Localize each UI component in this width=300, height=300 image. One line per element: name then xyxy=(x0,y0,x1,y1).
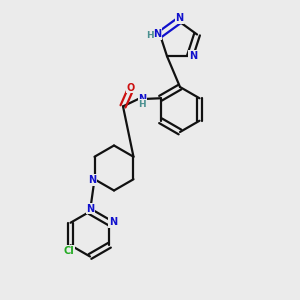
Text: N: N xyxy=(154,29,162,39)
Text: N: N xyxy=(109,217,117,227)
Text: N: N xyxy=(86,203,95,214)
Text: H: H xyxy=(146,32,154,40)
Text: O: O xyxy=(127,83,135,93)
Text: N: N xyxy=(139,94,147,104)
Text: N: N xyxy=(88,175,96,185)
Text: H: H xyxy=(138,100,146,109)
Text: N: N xyxy=(189,51,197,61)
Text: Cl: Cl xyxy=(64,246,74,256)
Text: N: N xyxy=(175,13,184,23)
